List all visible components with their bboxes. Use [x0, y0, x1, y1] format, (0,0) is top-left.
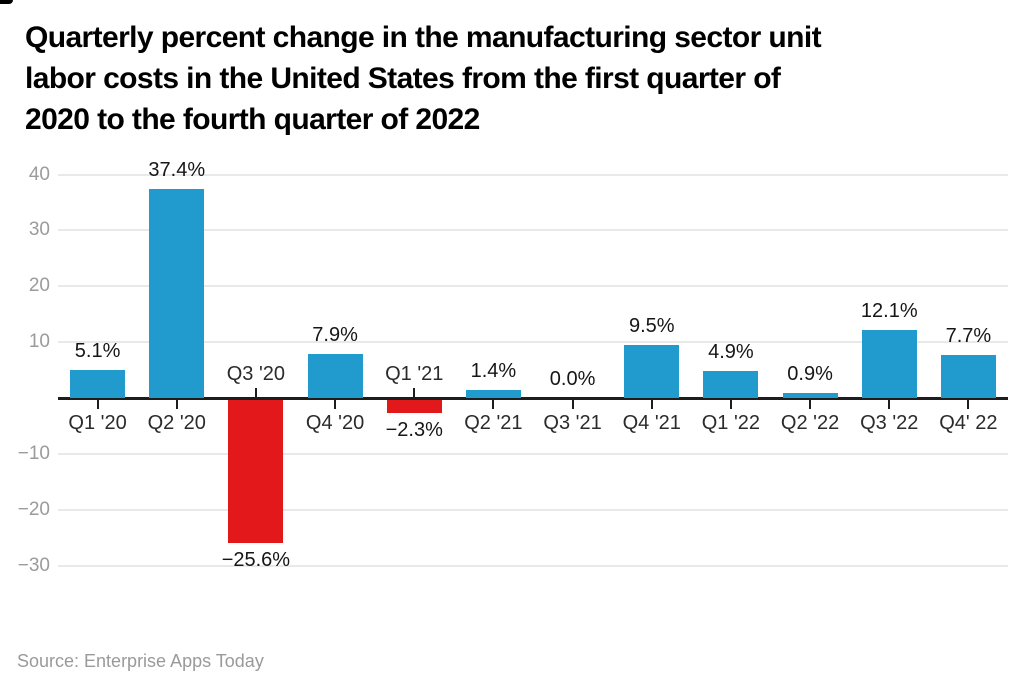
bar-q1-20: [70, 369, 126, 398]
x-axis-tick: [96, 400, 99, 409]
category-label: Q1 '20: [68, 412, 127, 434]
gridline-y-40: [58, 173, 1008, 176]
y-axis-tick-label: 30: [28, 219, 50, 241]
x-axis-tick: [809, 400, 812, 409]
x-axis-tick: [888, 400, 891, 409]
bar-q2-22: [782, 392, 838, 398]
value-label: 0.0%: [549, 368, 596, 390]
source-note: Source: Enterprise Apps Today: [17, 651, 264, 671]
value-label: −2.3%: [385, 418, 443, 441]
bar-q1-21: [386, 400, 442, 413]
bar-q2-21: [465, 390, 521, 398]
value-label: 4.9%: [708, 340, 754, 363]
bar-q2-20: [149, 189, 205, 398]
x-axis-tick: [967, 400, 970, 409]
x-axis-tick: [334, 400, 337, 409]
y-axis-tick-label: 40: [28, 163, 50, 185]
gridline-y-10: [58, 341, 1008, 344]
bar-q3-20: [228, 400, 284, 543]
chart-title: Quarterly percent change in the manufact…: [25, 17, 822, 140]
bar-chart-plot: 40 30 20 10 −10 −20 −30 5.1% Q1 '20 37.4% Q2 '20 −2…: [0, 150, 1024, 590]
gridline-y--30: [58, 564, 1008, 567]
x-axis-tick: [729, 400, 732, 409]
gridline-y--20: [58, 508, 1008, 511]
x-axis-tick: [650, 400, 653, 409]
x-axis-tick: [571, 400, 574, 409]
gridline-y--10: [58, 452, 1008, 455]
x-axis-tick: [175, 400, 178, 409]
y-axis-tick-label: −20: [17, 498, 50, 520]
value-label: 7.7%: [945, 324, 992, 347]
category-label: Q3 '21: [543, 412, 602, 434]
value-label: 5.1%: [74, 339, 121, 362]
value-label: 0.9%: [787, 362, 833, 385]
category-label: Q3 '22: [860, 412, 919, 434]
chart-title-line-3: 2020 to the fourth quarter of 2022: [25, 103, 480, 136]
bar-q3-22: [861, 330, 917, 398]
value-label: 7.9%: [312, 323, 358, 346]
y-axis-tick-label: 20: [28, 275, 50, 297]
y-axis-tick-label: −30: [17, 554, 50, 576]
bar-q4-21: [624, 344, 680, 398]
bar-q4-20: [307, 353, 363, 398]
category-label: Q4' 22: [939, 412, 998, 434]
chart-title-line-1: Quarterly percent change in the manufact…: [25, 21, 822, 54]
bar-q1-22: [703, 370, 759, 398]
value-label: −25.6%: [221, 548, 291, 571]
bar-q4-22: [940, 354, 996, 398]
chart-title-line-2: labor costs in the United States from th…: [25, 62, 781, 95]
category-label: Q1 '21: [385, 363, 444, 385]
category-label: Q2 '21: [464, 412, 523, 434]
value-label: 12.1%: [860, 300, 918, 323]
x-axis-tick: [492, 400, 495, 409]
card-corner-accent: [0, 0, 13, 4]
x-axis-baseline: [58, 397, 1008, 400]
x-axis-tick: [254, 388, 257, 397]
category-label: Q4 '20: [305, 412, 365, 434]
value-label: 9.5%: [628, 314, 675, 337]
y-axis-tick-label: −10: [17, 442, 50, 464]
value-label: 37.4%: [148, 159, 206, 182]
category-label: Q4 '21: [622, 412, 681, 434]
gridline-y-20: [58, 285, 1008, 288]
category-label: Q3 '20: [226, 363, 286, 385]
category-label: Q2 '22: [780, 412, 840, 434]
value-label: 1.4%: [470, 360, 517, 383]
category-label: Q1 '22: [701, 412, 761, 434]
x-axis-tick: [413, 388, 416, 397]
y-axis-tick-label: 10: [28, 331, 50, 353]
gridline-y-30: [58, 229, 1008, 232]
category-label: Q2 '20: [147, 412, 206, 434]
